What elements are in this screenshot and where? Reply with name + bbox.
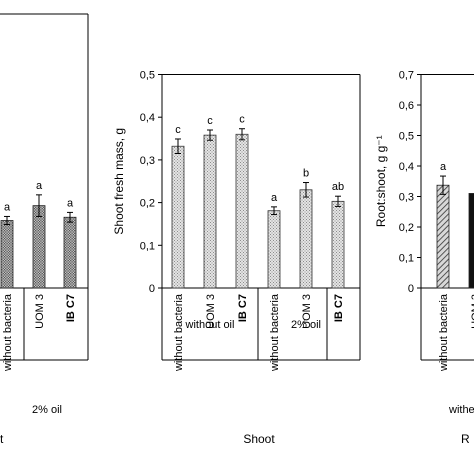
left-bar [32,205,46,289]
middle-bar [331,200,345,289]
left-x-axis-label: t [0,432,4,446]
middle-significance-label: c [239,114,245,126]
right-y-tick-label: 0,1 [399,253,414,265]
middle-y-tick-label: 0,5 [140,70,155,82]
middle-significance-label: b [303,168,309,180]
middle-significance-label: c [207,115,213,127]
right-bar [468,193,474,289]
right-group-label: withe [448,404,474,416]
middle-category-label: UOM 3 [301,294,313,329]
middle-bar [203,134,217,289]
middle-y-tick-label: 0,3 [140,155,155,167]
middle-bar [299,189,313,289]
middle-category-label: UOM 3 [205,294,217,329]
middle-y-tick-label: 0 [149,283,155,295]
right-category-label: without bacteria [438,293,450,372]
left-category-label: UOM 3 [34,294,46,329]
middle-category-label: without bacteria [173,293,185,372]
right-bar [436,184,450,289]
left-significance-label: a [36,180,43,192]
left-group-label: 2% oil [32,404,62,416]
left-significance-label: a [67,197,74,209]
middle-category-label: IB C7 [237,294,249,322]
right-y-tick-label: 0,2 [399,222,414,234]
middle-bar [267,210,281,289]
middle-significance-label: c [175,124,181,136]
right-y-tick-label: 0,4 [399,161,414,173]
right-category-label: UOM 3 [470,294,474,329]
right-y-tick-label: 0 [408,283,414,295]
right-y-tick-label: 0,7 [399,70,414,82]
left-significance-label: a [4,201,11,213]
middle-group-label: without oil [185,319,235,331]
middle-x-axis-label: Shoot [243,432,275,446]
middle-significance-label: ab [332,181,344,193]
right-significance-label: a [440,161,447,173]
left-bar [63,216,77,289]
right-y-tick-label: 0,5 [399,131,414,143]
right-x-axis-label: R [461,432,470,446]
middle-y-tick-label: 0,1 [140,240,155,252]
right-y-axis-label: Root:shoot, g g⁻¹ [374,135,388,227]
right-y-tick-label: 0,6 [399,100,414,112]
middle-y-tick-label: 0,4 [140,112,155,124]
middle-bar [171,145,185,289]
middle-bar [235,133,249,289]
right-y-tick-label: 0,3 [399,192,414,204]
middle-group-label: 2% oil [291,319,321,331]
middle-category-label: without bacteria [269,293,281,372]
middle-y-tick-label: 0,2 [140,198,155,210]
middle-category-label: IB C7 [333,294,345,322]
middle-significance-label: a [271,192,278,204]
middle-y-axis-label: Shoot fresh mass, g [112,128,126,235]
left-category-label: without bacteria [2,293,14,372]
left-category-label: IB C7 [65,294,77,322]
left-bar [0,220,14,289]
